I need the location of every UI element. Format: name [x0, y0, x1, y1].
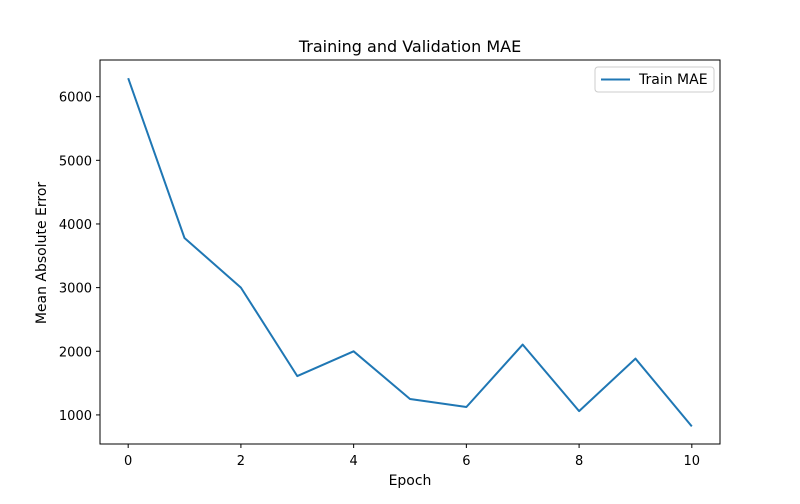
x-tick-label: 0: [124, 454, 132, 469]
y-tick-label: 3000: [59, 282, 92, 297]
y-tick-label: 6000: [59, 91, 92, 106]
y-axis-label: Mean Absolute Error: [34, 182, 50, 325]
x-tick-label: 6: [462, 454, 470, 469]
x-tick-label: 2: [237, 454, 245, 469]
y-tick-label: 4000: [59, 218, 92, 233]
legend: Train MAE: [595, 67, 714, 92]
x-tick-label: 4: [349, 454, 357, 469]
legend-label-train-mae: Train MAE: [638, 72, 708, 88]
x-tick-label: 8: [575, 454, 583, 469]
y-tick-label: 5000: [59, 154, 92, 169]
x-axis-label: Epoch: [389, 473, 432, 489]
chart-title: Training and Validation MAE: [298, 37, 521, 56]
y-tick-label: 1000: [59, 409, 92, 424]
y-tick-label: 2000: [59, 345, 92, 360]
x-tick-label: 10: [684, 454, 701, 469]
